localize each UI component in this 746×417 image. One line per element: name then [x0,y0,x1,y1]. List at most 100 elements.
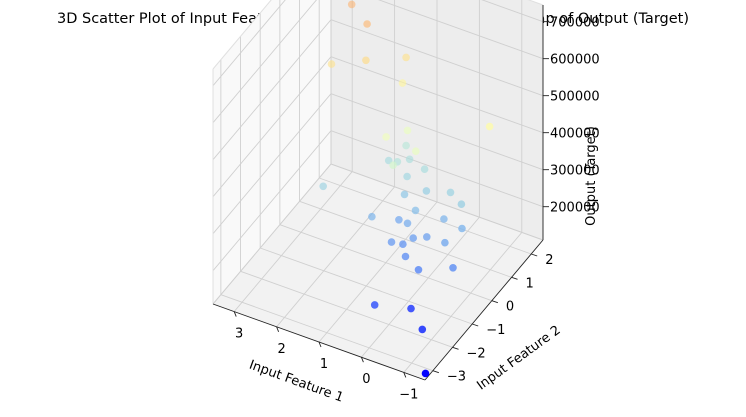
scatter-point [402,53,410,62]
pane-edge [330,163,544,241]
scatter-point [395,216,403,224]
x-tick-label: −1 [399,387,418,402]
scatter-point [401,252,410,261]
scatter-point [423,233,431,241]
scatter-point [407,304,415,313]
y-tick-label: 0 [506,300,514,315]
scatter-point [362,56,370,65]
scatter-point [422,187,431,195]
grid-line [330,56,544,134]
scatter-point [403,126,412,135]
left-wall-pane [213,0,331,304]
scatter-point [403,219,412,228]
scatter-point [398,79,407,87]
grid-line [212,130,332,271]
scatter-point [368,212,376,221]
grid-line [260,247,473,325]
y-tick-label: −2 [467,346,486,361]
x-tick-label: 0 [362,372,370,387]
grid-line [318,201,438,343]
scatter-point [421,369,430,378]
x-tick-label: 3 [235,327,243,342]
tick-mark [233,311,237,317]
tick-mark [491,300,499,304]
z-tick-label: 500000 [550,90,600,105]
scatter-point [403,172,411,181]
z-tick-label: 200000 [550,201,600,216]
scatter-point [327,60,336,68]
pane-edge [212,0,272,70]
z-tick-label: 400000 [550,127,600,142]
tick-mark [360,357,364,363]
grid-line [220,294,434,372]
grid-line [330,93,544,171]
scatter-point [441,238,449,247]
grid-lines [212,0,544,373]
scatter-point [382,133,390,141]
scatter-point [409,234,418,242]
grid-line [299,200,512,278]
tick-mark [276,326,280,332]
grid-line [212,0,317,123]
grid-line [212,93,332,234]
scatter-point [363,20,371,28]
grid-line [240,270,453,348]
tick-mark [511,276,518,280]
scatter-point [449,264,457,272]
grid-line [212,19,332,160]
scatter-point [389,161,397,169]
z-axis-label: Output (Target) [584,126,599,226]
scatter-point [400,190,409,199]
data-points [319,0,494,378]
scatter-point [420,165,429,173]
scatter-point [414,266,423,274]
grid-line [361,216,480,358]
scatter-point [457,200,466,208]
grid-line [330,19,544,97]
z-tick-label: 700000 [550,16,600,31]
grid-line [212,56,332,197]
z-tick-label: 300000 [550,164,600,179]
grid-line [378,0,544,60]
x-axis-label: Input Feature 1 [247,358,345,406]
grid-line [330,130,544,208]
grid-line [233,171,353,312]
y-axis-line [424,239,544,381]
scatter-point [399,240,407,248]
grid-line [403,232,523,373]
scatter-point [370,301,379,309]
grid-line [481,0,544,23]
scatter-point [402,141,410,150]
scatter-point [458,224,466,233]
scatter-point [387,238,396,246]
tick-mark [318,341,322,348]
y-tick-label: −1 [486,323,505,338]
scatter-point [405,155,414,164]
y-tick-label: 1 [526,276,534,291]
scatter-point [412,147,420,155]
z-tick-label: 600000 [550,53,600,68]
tick-labels: −10123−3−2−10122000003000004000005000006… [233,16,600,402]
tick-mark [531,253,538,257]
pane-edge [212,163,332,305]
scatter-point [347,0,356,9]
scatter-point [319,182,328,191]
tick-mark [472,323,479,327]
tick-mark [403,372,407,378]
scatter-point [446,188,455,197]
grid-line [212,0,286,86]
tick-mark [452,346,459,350]
x-tick-label: 1 [320,357,328,372]
scatter-point [440,215,448,223]
grid-line [319,177,532,255]
y-tick-label: 2 [545,253,553,268]
y-tick-label: −3 [447,370,466,385]
x-tick-label: 2 [277,342,285,357]
axis-lines [212,0,544,381]
grid-line [276,186,395,328]
grid-line [279,224,493,302]
scatter-point [485,122,494,131]
tick-mark [432,370,440,374]
scatter-point [418,325,427,334]
